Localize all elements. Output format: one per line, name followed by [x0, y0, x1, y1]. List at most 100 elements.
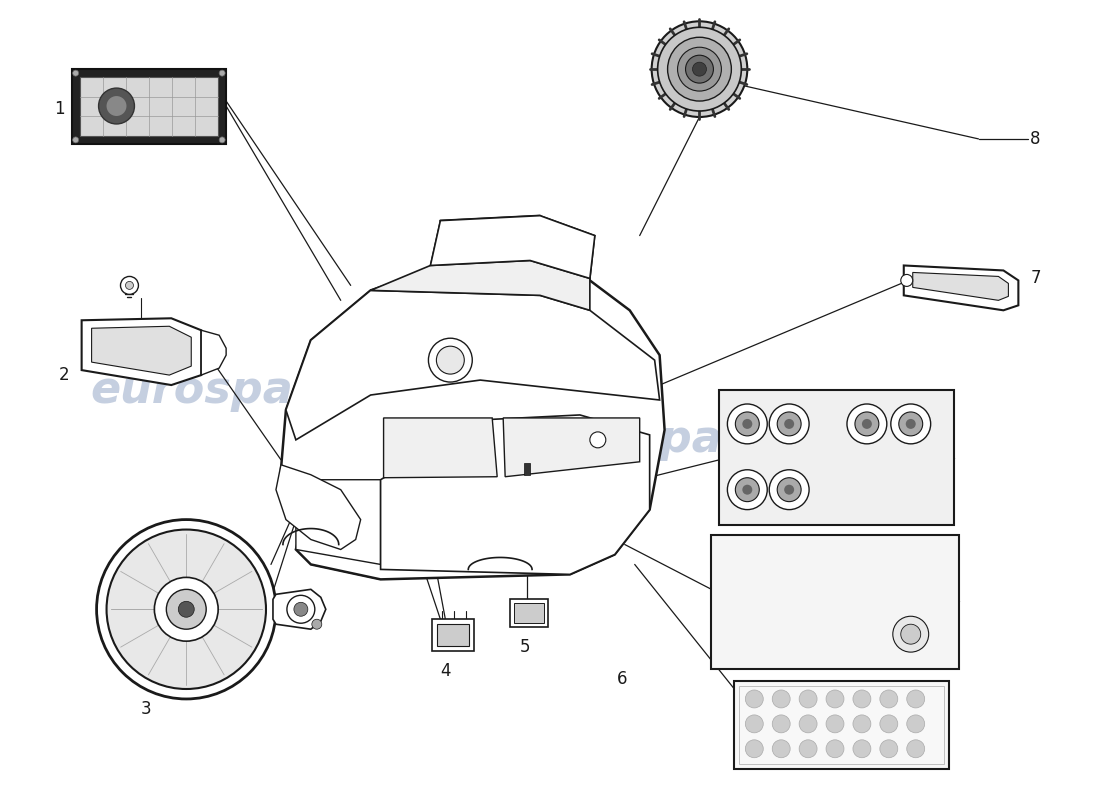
Polygon shape [280, 266, 664, 579]
Circle shape [121, 277, 139, 294]
Circle shape [826, 690, 844, 708]
Circle shape [905, 419, 915, 429]
Polygon shape [904, 266, 1019, 310]
Circle shape [294, 602, 308, 616]
Circle shape [891, 404, 931, 444]
Polygon shape [201, 330, 227, 375]
Bar [739, 686, 944, 764]
Bar [735, 681, 948, 769]
Circle shape [899, 412, 923, 436]
Circle shape [219, 137, 225, 143]
Circle shape [73, 70, 78, 76]
Polygon shape [913, 273, 1009, 300]
Text: 5: 5 [520, 638, 530, 656]
Circle shape [736, 412, 759, 436]
Bar [79, 77, 218, 136]
Bar [719, 390, 954, 525]
Circle shape [590, 432, 606, 448]
Circle shape [99, 88, 134, 124]
Polygon shape [276, 465, 361, 550]
Circle shape [799, 740, 817, 758]
Circle shape [906, 740, 925, 758]
Circle shape [826, 740, 844, 758]
Circle shape [746, 690, 763, 708]
Circle shape [166, 590, 206, 630]
Circle shape [826, 715, 844, 733]
Circle shape [746, 715, 763, 733]
Bar [524, 462, 530, 474]
Text: 6: 6 [616, 670, 627, 688]
Circle shape [799, 715, 817, 733]
Circle shape [437, 346, 464, 374]
Text: eurospares: eurospares [519, 418, 801, 462]
Circle shape [772, 690, 790, 708]
Circle shape [906, 690, 925, 708]
Text: 3: 3 [141, 700, 152, 718]
Circle shape [852, 715, 871, 733]
Circle shape [799, 690, 817, 708]
Circle shape [73, 137, 78, 143]
Circle shape [772, 740, 790, 758]
Circle shape [685, 55, 714, 83]
Circle shape [651, 22, 747, 117]
Circle shape [772, 715, 790, 733]
Circle shape [784, 419, 794, 429]
Circle shape [852, 690, 871, 708]
Circle shape [769, 470, 810, 510]
Circle shape [178, 602, 195, 618]
Polygon shape [381, 415, 650, 574]
Bar [72, 69, 227, 144]
Circle shape [736, 478, 759, 502]
Polygon shape [296, 480, 381, 565]
Text: eurospares: eurospares [90, 369, 372, 411]
Bar [438, 624, 470, 646]
Circle shape [778, 478, 801, 502]
Bar [514, 603, 544, 623]
Polygon shape [286, 290, 660, 440]
Circle shape [893, 616, 928, 652]
Circle shape [742, 485, 752, 494]
Polygon shape [503, 418, 640, 477]
Text: 7: 7 [1031, 270, 1041, 287]
Circle shape [97, 519, 276, 699]
Circle shape [428, 338, 472, 382]
Text: 2: 2 [58, 366, 69, 384]
Circle shape [784, 485, 794, 494]
Circle shape [852, 740, 871, 758]
Polygon shape [384, 418, 497, 478]
Circle shape [658, 27, 741, 111]
Circle shape [311, 619, 322, 630]
Circle shape [742, 419, 752, 429]
Circle shape [880, 690, 898, 708]
Circle shape [862, 419, 872, 429]
Circle shape [901, 624, 921, 644]
Text: 1: 1 [54, 100, 65, 118]
Bar [712, 534, 958, 669]
Circle shape [847, 404, 887, 444]
Circle shape [880, 715, 898, 733]
Circle shape [219, 70, 225, 76]
Circle shape [727, 404, 767, 444]
Text: 8: 8 [1031, 130, 1041, 148]
Circle shape [154, 578, 218, 641]
Polygon shape [371, 261, 590, 310]
Circle shape [769, 404, 810, 444]
Circle shape [287, 595, 315, 623]
Bar [510, 599, 548, 627]
Polygon shape [81, 318, 201, 385]
Polygon shape [91, 326, 191, 375]
Circle shape [727, 470, 767, 510]
Circle shape [906, 715, 925, 733]
Polygon shape [273, 590, 326, 630]
Bar [432, 619, 474, 651]
Circle shape [678, 47, 722, 91]
Circle shape [901, 274, 913, 286]
Circle shape [107, 96, 126, 116]
Circle shape [778, 412, 801, 436]
Circle shape [855, 412, 879, 436]
Circle shape [880, 740, 898, 758]
Circle shape [107, 530, 266, 689]
Circle shape [125, 282, 133, 290]
Text: 4: 4 [440, 662, 451, 680]
Circle shape [746, 740, 763, 758]
